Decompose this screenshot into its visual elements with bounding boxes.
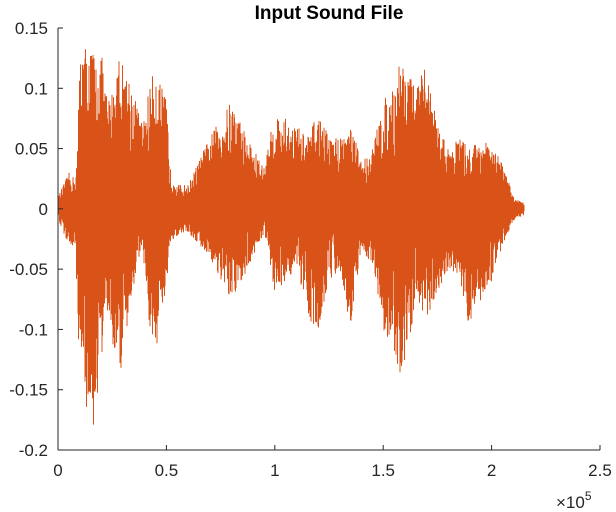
axes — [57, 28, 600, 451]
x-axis-exponent-power: 5 — [585, 489, 592, 503]
y-tick-label: -0.15 — [9, 381, 48, 400]
y-tick-label: -0.1 — [19, 320, 48, 339]
x-axis-exponent-base: ×10 — [556, 493, 585, 512]
waveform-core — [58, 149, 525, 288]
y-tick-label: -0.05 — [9, 260, 48, 279]
y-tick-label: 0.15 — [15, 19, 48, 38]
x-tick-label: 0.5 — [155, 461, 179, 480]
y-tick-label: 0.1 — [24, 79, 48, 98]
x-axis-ticks: 0 0.5 1 1.5 2 2.5 — [53, 445, 612, 480]
plot-area — [57, 49, 525, 425]
x-tick-label: 2.5 — [588, 461, 612, 480]
y-tick-label: 0 — [39, 200, 48, 219]
y-axis-ticks: 0.15 0.1 0.05 0 -0.05 -0.1 -0.15 -0.2 — [9, 19, 63, 460]
y-tick-label: 0.05 — [15, 140, 48, 159]
x-tick-label: 0 — [53, 461, 62, 480]
x-axis-exponent-label: ×105 — [556, 489, 592, 512]
x-tick-label: 2 — [487, 461, 496, 480]
x-tick-label: 1 — [270, 461, 279, 480]
x-tick-label: 1.5 — [371, 461, 395, 480]
chart-title: Input Sound File — [255, 3, 404, 24]
y-tick-label: -0.2 — [19, 441, 48, 460]
